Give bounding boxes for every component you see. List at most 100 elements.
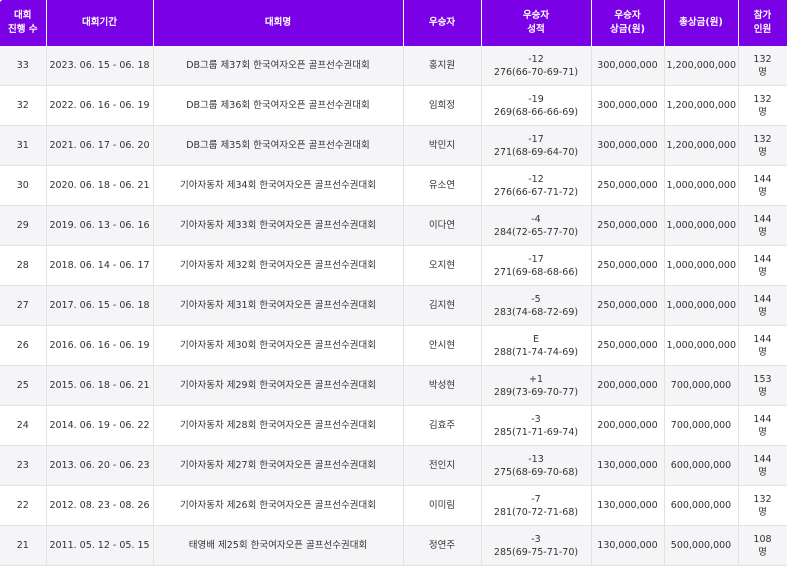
cell-round: 30 [0,165,47,206]
score-relative: -17 [528,253,544,265]
cell-winner: 이미림 [403,485,482,526]
cell-round: 32 [0,85,47,126]
score-relative: -4 [531,213,541,225]
cell-participants: 144 명 [738,245,787,286]
cell-tournament-name: DB그룹 제36회 한국여자오픈 골프선수권대회 [153,85,404,126]
cell-period: 2013. 06. 20 - 06. 23 [46,445,154,486]
cell-winner: 안시현 [403,325,482,366]
participants-count: 144 [753,173,772,185]
cell-period: 2012. 08. 23 - 08. 26 [46,485,154,526]
participants-count: 132 [753,493,772,505]
cell-tournament-name: 기아자동차 제30회 한국여자오픈 골프선수권대회 [153,325,404,366]
cell-winner-score: E 288(71-74-74-69) [481,325,592,366]
participants-count: 132 [753,133,772,145]
cell-participants: 144 명 [738,445,787,486]
cell-participants: 153 명 [738,365,787,406]
cell-winner: 전인지 [403,445,482,486]
cell-period: 2014. 06. 19 - 06. 22 [46,405,154,446]
cell-total-prize: 1,200,000,000 [664,125,739,166]
cell-winner: 김지현 [403,285,482,326]
cell-participants: 132 명 [738,46,787,86]
header-tournament-name: 대회명 [153,0,404,46]
cell-total-prize: 1,200,000,000 [664,85,739,126]
cell-round: 26 [0,325,47,366]
cell-participants: 132 명 [738,125,787,166]
header-period: 대회기간 [46,0,154,46]
score-detail: 283(74-68-72-69) [493,306,579,318]
score-detail: 271(69-68-68-66) [493,266,579,278]
participants-count: 144 [753,293,772,305]
participants-unit: 명 [758,146,767,158]
cell-period: 2016. 06. 16 - 06. 19 [46,325,154,366]
cell-tournament-name: 기아자동차 제29회 한국여자오픈 골프선수권대회 [153,365,404,406]
table-row: 25 2015. 06. 18 - 06. 21 기아자동차 제29회 한국여자오픈… [0,365,787,406]
cell-round: 22 [0,485,47,526]
cell-winner: 유소연 [403,165,482,206]
cell-tournament-name: 기아자동차 제27회 한국여자오픈 골프선수권대회 [153,445,404,486]
participants-unit: 명 [758,106,767,118]
cell-total-prize: 500,000,000 [664,525,739,566]
cell-winner-prize: 250,000,000 [591,325,665,366]
cell-round: 27 [0,285,47,326]
header-winner-prize: 우승자 상금(원) [591,0,665,46]
score-relative: -12 [528,173,544,185]
cell-total-prize: 700,000,000 [664,405,739,446]
cell-participants: 108 명 [738,525,787,566]
cell-winner-prize: 130,000,000 [591,485,665,526]
header-winner-score: 우승자 성적 [481,0,592,46]
cell-winner-score: -12 276(66-70-69-71) [481,46,592,86]
cell-tournament-name: DB그룹 제35회 한국여자오픈 골프선수권대회 [153,125,404,166]
participants-unit: 명 [758,306,767,318]
participants-count: 153 [753,373,772,385]
table-row: 28 2018. 06. 14 - 06. 17 기아자동차 제32회 한국여자오픈… [0,245,787,286]
score-relative: E [532,333,539,345]
cell-winner-score: -3 285(69-75-71-70) [481,525,592,566]
cell-tournament-name: 태영배 제25회 한국여자오픈 골프선수권대회 [153,525,404,566]
cell-participants: 132 명 [738,485,787,526]
cell-winner: 오지현 [403,245,482,286]
cell-total-prize: 1,000,000,000 [664,285,739,326]
score-relative: -3 [531,533,541,545]
cell-participants: 144 명 [738,205,787,246]
score-relative: +1 [528,373,543,385]
score-relative: -17 [528,133,544,145]
cell-winner: 홍지원 [403,46,482,86]
cell-winner-prize: 200,000,000 [591,365,665,406]
cell-winner: 이다연 [403,205,482,246]
cell-period: 2021. 06. 17 - 06. 20 [46,125,154,166]
score-relative: -3 [531,413,541,425]
table-row: 26 2016. 06. 16 - 06. 19 기아자동차 제30회 한국여자오픈… [0,325,787,366]
participants-unit: 명 [758,386,767,398]
cell-total-prize: 600,000,000 [664,485,739,526]
score-detail: 269(68-66-66-69) [493,106,579,118]
participants-unit: 명 [758,66,767,78]
cell-winner-score: -12 276(66-67-71-72) [481,165,592,206]
cell-period: 2015. 06. 18 - 06. 21 [46,365,154,406]
cell-winner-prize: 300,000,000 [591,125,665,166]
cell-winner-prize: 300,000,000 [591,46,665,86]
cell-round: 24 [0,405,47,446]
cell-winner-score: -7 281(70-72-71-68) [481,485,592,526]
cell-winner-prize: 250,000,000 [591,285,665,326]
participants-unit: 명 [758,546,767,558]
participants-count: 108 [753,533,772,545]
table-row: 21 2011. 05. 12 - 05. 15 태영배 제25회 한국여자오픈 골… [0,525,787,566]
cell-round: 29 [0,205,47,246]
score-detail: 289(73-69-70-77) [493,386,579,398]
score-detail: 285(71-71-69-74) [493,426,579,438]
cell-period: 2019. 06. 13 - 06. 16 [46,205,154,246]
cell-winner-prize: 130,000,000 [591,525,665,566]
cell-participants: 132 명 [738,85,787,126]
score-detail: 275(68-69-70-68) [493,466,579,478]
participants-count: 132 [753,53,772,65]
score-detail: 276(66-67-71-72) [493,186,579,198]
cell-winner-prize: 250,000,000 [591,165,665,206]
score-detail: 285(69-75-71-70) [493,546,579,558]
cell-total-prize: 1,000,000,000 [664,245,739,286]
cell-round: 28 [0,245,47,286]
cell-winner-prize: 250,000,000 [591,205,665,246]
cell-tournament-name: 기아자동차 제26회 한국여자오픈 골프선수권대회 [153,485,404,526]
cell-round: 21 [0,525,47,566]
table-row: 22 2012. 08. 23 - 08. 26 기아자동차 제26회 한국여자오픈… [0,485,787,526]
cell-winner-prize: 130,000,000 [591,445,665,486]
